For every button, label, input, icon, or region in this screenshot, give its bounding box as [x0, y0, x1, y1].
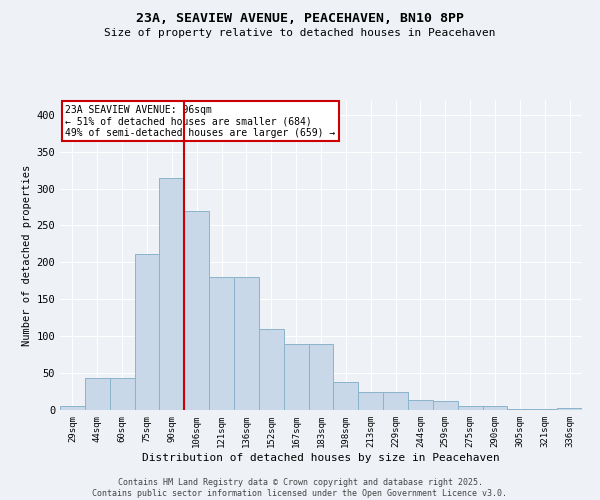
Bar [358, 392, 383, 410]
Bar [60, 406, 85, 410]
Bar [408, 400, 433, 410]
Bar [234, 277, 259, 410]
Bar [508, 408, 532, 410]
Bar [482, 406, 508, 410]
Bar [458, 406, 482, 410]
Bar [184, 210, 209, 410]
Bar [160, 178, 184, 410]
Text: 23A, SEAVIEW AVENUE, PEACEHAVEN, BN10 8PP: 23A, SEAVIEW AVENUE, PEACEHAVEN, BN10 8P… [136, 12, 464, 26]
Bar [259, 329, 284, 410]
Text: Contains HM Land Registry data © Crown copyright and database right 2025.
Contai: Contains HM Land Registry data © Crown c… [92, 478, 508, 498]
Y-axis label: Number of detached properties: Number of detached properties [22, 164, 32, 346]
Bar [110, 378, 134, 410]
Bar [334, 382, 358, 410]
Bar [383, 392, 408, 410]
Text: Size of property relative to detached houses in Peacehaven: Size of property relative to detached ho… [104, 28, 496, 38]
X-axis label: Distribution of detached houses by size in Peacehaven: Distribution of detached houses by size … [142, 452, 500, 462]
Text: 23A SEAVIEW AVENUE: 96sqm
← 51% of detached houses are smaller (684)
49% of semi: 23A SEAVIEW AVENUE: 96sqm ← 51% of detac… [65, 104, 335, 138]
Bar [433, 401, 458, 410]
Bar [284, 344, 308, 410]
Bar [308, 344, 334, 410]
Bar [134, 254, 160, 410]
Bar [532, 408, 557, 410]
Bar [85, 378, 110, 410]
Bar [557, 408, 582, 410]
Bar [209, 277, 234, 410]
